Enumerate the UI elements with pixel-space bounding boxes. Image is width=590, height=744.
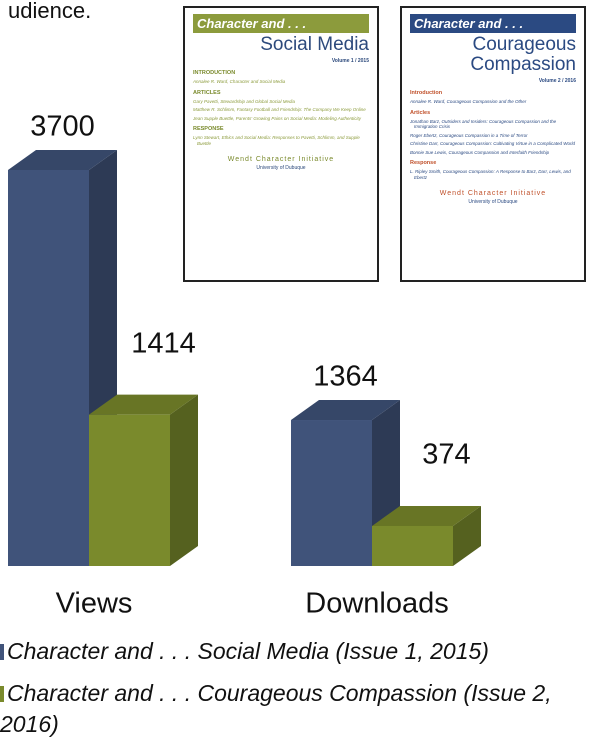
x-tick-label: Views [56,588,133,620]
cover-title: Courageous Compassion [470,34,576,75]
bar-top [372,505,481,526]
chart: udience. 3700 1414 Views 1364 374 Downloads [8,0,481,620]
bar-front [372,525,453,566]
legend-label: Character and . . . Courageous Compassio… [0,680,552,737]
legend-swatch [0,686,4,702]
value-label: 3700 [30,111,95,143]
cover-heading: Introduction [410,90,443,96]
bar-side [453,505,481,566]
journal-cover: Character and . . . Courageous Compassion… [400,6,586,282]
cover-header: Character and . . . [193,14,369,33]
bar-top [291,400,400,421]
value-label: 1364 [313,361,378,393]
bar-top [89,394,198,415]
cover-item: Gary Pavetti, Stewardship and Global Soc… [193,98,296,104]
cover-header: Character and . . . [410,14,576,33]
cover-university: University of Dubuque [468,199,518,205]
cover-item: Bonnie Sue Lewis, Courageous Compassion … [410,149,550,155]
cover-heading: RESPONSE [193,126,224,132]
cover-item: Lynn Stewart, Ethics and Social Media: R… [193,135,360,146]
legend-label: Character and . . . Social Media (Issue … [7,638,489,664]
cover-volume: Volume 2 / 2016 [538,78,576,84]
cover-volume: Volume 1 / 2015 [331,58,369,64]
legend-entry: Character and . . . Social Media (Issue … [0,636,575,667]
cover-item: Christine Darr, Courageous Compassion: C… [410,141,575,146]
cover-item: Annalee R. Ward, Courageous Compassion a… [410,99,527,104]
cover-item: Annalee R. Ward, Character and Social Me… [193,79,286,84]
cover-item: Roger Ebertz, Courageous Compassion in a… [410,132,528,138]
cover-item: Jonathan Barz, Outsiders and Insiders: C… [410,118,557,130]
bar-front [8,170,89,566]
cover-item: Matthew R. Schlimm, Fantasy Football and… [193,107,366,112]
bar-front [291,420,372,566]
cover-heading: Articles [410,109,431,116]
journal-cover: Character and . . . Social Media Volume 1 … [183,6,379,282]
cover-heading: ARTICLES [193,89,221,96]
cover-heading: INTRODUCTION [193,70,236,76]
annotation: udience. [8,0,91,23]
legend-swatch [0,644,4,660]
value-label: 1414 [131,327,196,359]
cover-title: Social Media [260,34,369,55]
bar [89,394,198,566]
cover-heading: Response [410,160,437,166]
cover-org: Wendt Character Initiative [439,190,547,197]
bar-side [170,394,198,566]
x-tick-label: Downloads [305,588,448,620]
cover-org: Wendt Character Initiative [227,156,335,163]
legend-entry: Character and . . . Courageous Compassio… [0,678,575,740]
cover-university: University of Dubuque [256,165,306,171]
bar-top [8,150,117,170]
cover-item: Jean Supple Buettle, Parents' Growing Pa… [193,115,362,121]
value-label: 374 [422,439,470,471]
cover-item: L. Ripley Smith, Courageous Compassion: … [410,169,571,180]
bar [372,505,481,566]
bar-front [89,414,170,566]
